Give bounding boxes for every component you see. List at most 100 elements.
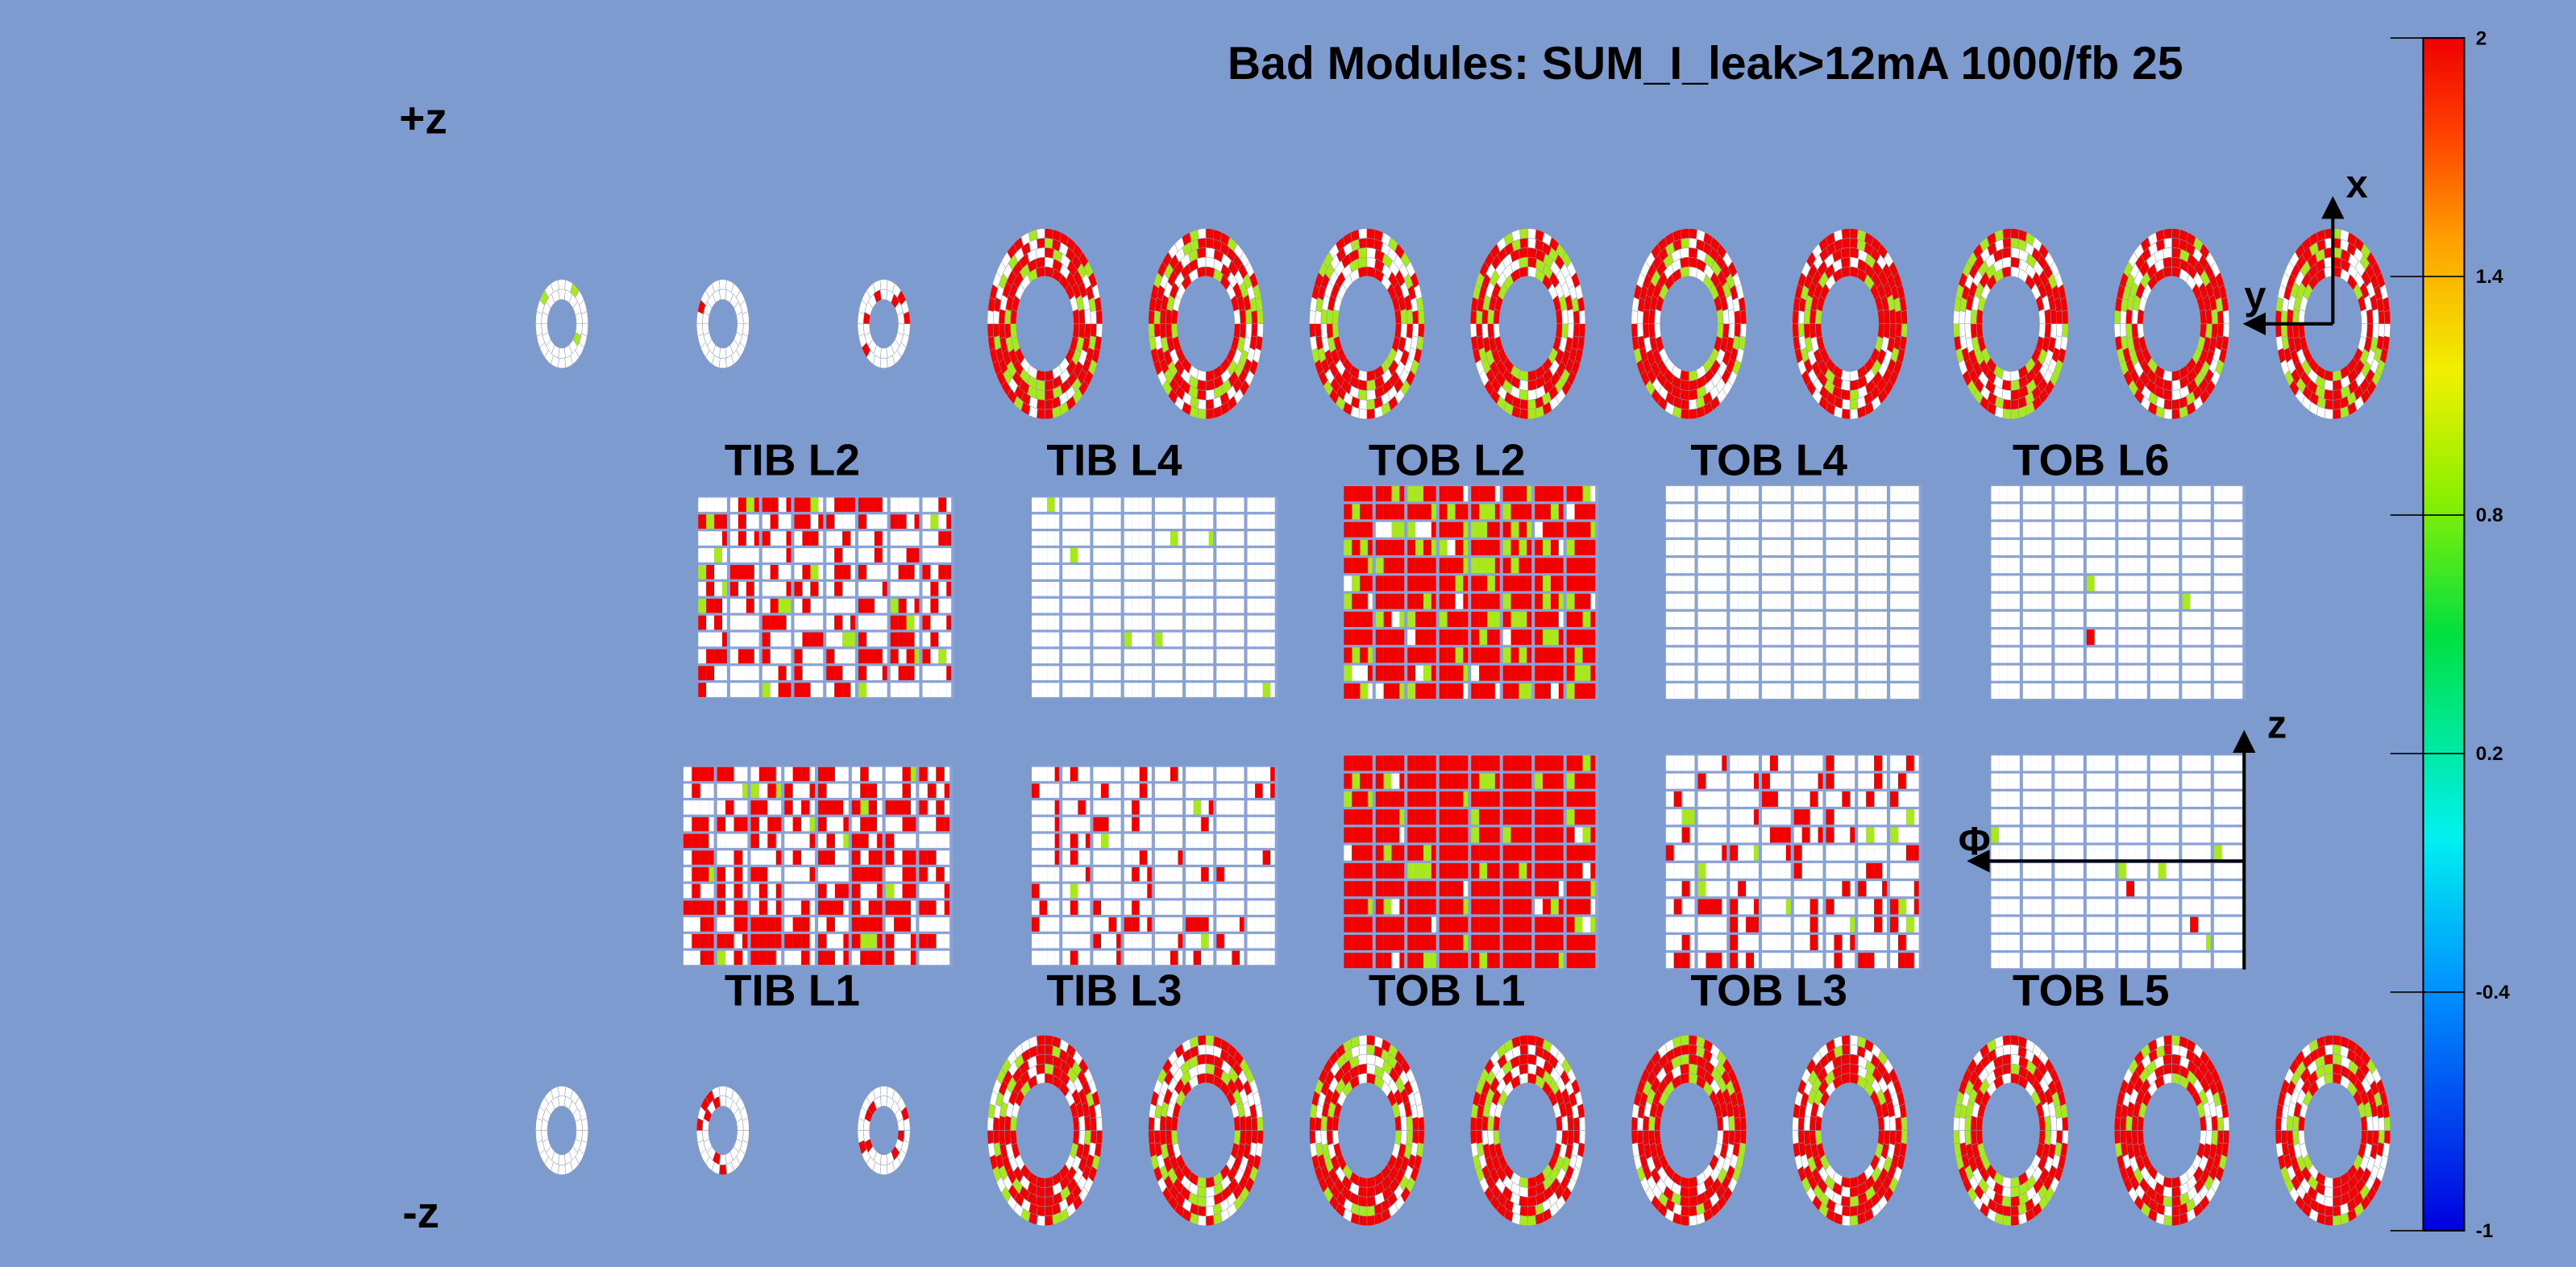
layer-module <box>2046 539 2052 555</box>
layer-module <box>714 565 723 579</box>
layer-module <box>706 514 715 529</box>
layer-module <box>914 666 920 680</box>
layer-module <box>1858 629 1867 646</box>
layer-module <box>922 683 931 697</box>
disk-module <box>1965 309 1971 323</box>
disk-module <box>1096 310 1103 324</box>
disk <box>987 229 1103 419</box>
disk-module <box>2384 1131 2391 1144</box>
layer-module <box>746 598 754 613</box>
layer-module <box>1566 486 1575 502</box>
layer-module <box>1882 558 1887 574</box>
disk-module <box>2292 309 2299 323</box>
layer-module <box>1054 497 1060 513</box>
disk-module <box>880 358 887 368</box>
layer-module <box>1706 521 1714 538</box>
disk-module <box>2163 229 2171 239</box>
disk-module <box>2217 1131 2224 1144</box>
layer-module <box>1367 683 1373 699</box>
layer-module <box>1510 647 1519 663</box>
layer-module <box>1170 666 1178 680</box>
disk-module <box>1680 389 1689 400</box>
layer-module <box>1360 629 1368 646</box>
layer-module <box>1047 615 1055 630</box>
barrel-layer <box>1032 496 1278 699</box>
layer-module <box>2158 504 2167 520</box>
layer-module <box>1842 504 1851 520</box>
disk-module <box>2172 370 2181 381</box>
disk-module <box>1401 1131 1407 1145</box>
disk-module <box>1358 1074 1367 1085</box>
layer-module <box>818 497 824 513</box>
disk-module <box>2163 1064 2171 1075</box>
disk-module <box>1401 309 1407 323</box>
disk-module <box>1197 247 1206 258</box>
disk-module <box>2002 1064 2011 1075</box>
layer-module <box>1722 575 1727 592</box>
layer-module <box>1471 611 1480 627</box>
disk-module <box>1482 1131 1489 1145</box>
disk-module <box>742 311 749 324</box>
layer-module <box>2022 539 2031 555</box>
layer-module <box>1193 565 1202 579</box>
layer-module <box>890 581 899 596</box>
layer-module <box>1391 521 1400 538</box>
layer-module <box>1519 629 1527 646</box>
layer-module <box>1714 521 1722 538</box>
layer-module <box>1842 539 1851 555</box>
layer-module <box>1502 611 1511 627</box>
disk-module <box>1528 247 1537 258</box>
disk-module <box>1901 1117 1908 1131</box>
layer-module <box>914 514 920 529</box>
layer-module <box>1116 514 1121 529</box>
layer-module <box>2198 486 2206 502</box>
layer-module <box>1208 531 1214 546</box>
layer-module <box>722 565 727 579</box>
layer-module <box>1124 649 1132 664</box>
layer-module <box>1178 531 1183 546</box>
disk-module <box>1681 1035 1689 1045</box>
disk-module <box>1680 1064 1689 1075</box>
disk-module <box>2366 1115 2373 1130</box>
disk-module <box>2172 1035 2180 1045</box>
layer-module <box>1193 649 1202 664</box>
layer-module <box>826 615 835 630</box>
layer-module <box>698 649 707 664</box>
disk-module <box>1519 389 1527 400</box>
disk-module <box>1519 409 1527 419</box>
disk-module <box>1841 1074 1850 1085</box>
layer-module <box>1247 514 1256 529</box>
layer-module <box>1890 611 1898 627</box>
layer-module <box>1689 665 1695 681</box>
layer-module <box>1550 647 1559 663</box>
layer-module <box>1439 665 1448 681</box>
layer-module <box>1689 647 1695 663</box>
disk <box>535 280 588 368</box>
disk-module <box>1793 310 1799 324</box>
layer-module <box>2030 504 2039 520</box>
layer-module <box>1116 581 1121 596</box>
layer-module <box>1383 521 1392 538</box>
disk-module <box>1528 399 1536 409</box>
layer-module <box>906 514 915 529</box>
layer-module <box>1439 647 1448 663</box>
layer-module <box>922 598 931 613</box>
barrel-layer <box>1665 484 1922 700</box>
layer-module <box>1858 647 1867 663</box>
layer-module <box>1147 598 1152 613</box>
layer-module <box>802 497 811 513</box>
disk-module <box>1637 310 1643 324</box>
layer-module <box>794 497 803 513</box>
layer-module <box>1897 647 1906 663</box>
layer-module <box>2134 558 2142 574</box>
layer-module <box>1566 611 1575 627</box>
layer-module <box>1193 615 1202 630</box>
disk-module <box>1367 389 1376 400</box>
disk-module <box>2114 310 2121 324</box>
disk-module <box>1735 324 1741 338</box>
layer-module <box>882 598 887 613</box>
layer-module <box>1054 615 1060 630</box>
layer-module <box>1247 666 1256 680</box>
layer-module <box>818 548 824 563</box>
